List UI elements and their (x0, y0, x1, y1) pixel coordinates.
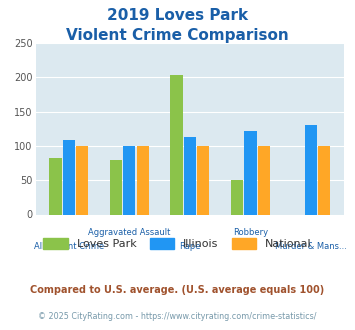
Text: All Violent Crime: All Violent Crime (34, 242, 104, 251)
Bar (318, 146, 331, 214)
Legend: Loves Park, Illinois, National: Loves Park, Illinois, National (39, 233, 316, 253)
Text: Rape: Rape (179, 242, 201, 251)
Bar (76, 146, 88, 214)
Bar (258, 146, 270, 214)
Text: © 2025 CityRating.com - https://www.cityrating.com/crime-statistics/: © 2025 CityRating.com - https://www.city… (38, 312, 317, 321)
Bar (49, 157, 62, 214)
Bar (170, 75, 183, 215)
Bar (137, 146, 149, 214)
Text: Compared to U.S. average. (U.S. average equals 100): Compared to U.S. average. (U.S. average … (31, 285, 324, 295)
Text: 2019 Loves Park: 2019 Loves Park (107, 8, 248, 23)
Bar (244, 131, 257, 214)
Bar (197, 146, 209, 214)
Bar (184, 137, 196, 214)
Text: Robbery: Robbery (233, 228, 268, 237)
Bar (231, 180, 243, 214)
Text: Murder & Mans...: Murder & Mans... (275, 242, 347, 251)
Bar (63, 140, 75, 214)
Bar (305, 125, 317, 214)
Bar (123, 146, 136, 214)
Text: Violent Crime Comparison: Violent Crime Comparison (66, 28, 289, 43)
Text: Aggravated Assault: Aggravated Assault (88, 228, 170, 237)
Bar (110, 160, 122, 214)
